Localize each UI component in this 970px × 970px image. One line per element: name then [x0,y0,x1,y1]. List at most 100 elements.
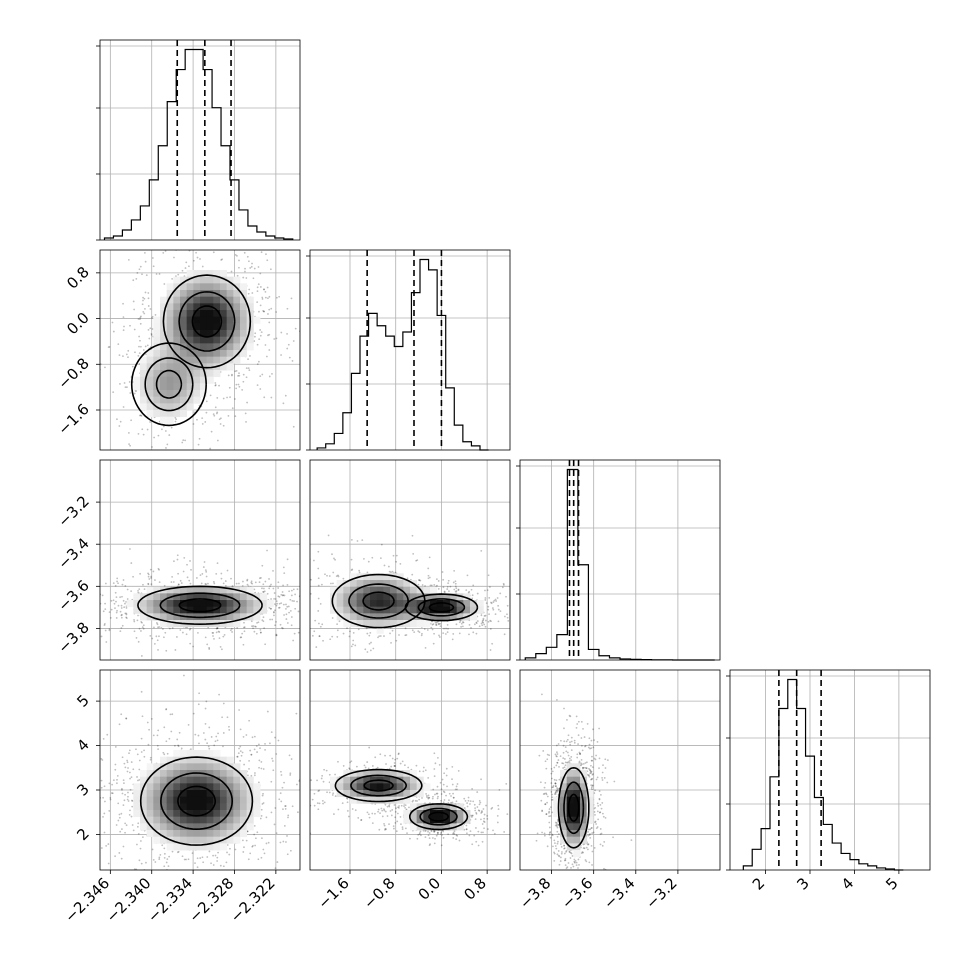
scatter-point [259,388,262,390]
scatter-point [177,583,180,586]
scatter-point [280,602,283,605]
density-cell [206,763,214,771]
density-cell [410,586,418,594]
scatter-point [235,582,238,585]
scatter-point [215,735,218,738]
density-cell [166,410,174,418]
scatter-point [215,246,217,248]
scatter-point [295,606,297,608]
scatter-point [165,708,168,710]
density-cell [180,776,188,784]
density-cell [213,343,221,351]
scatter-point [137,318,140,320]
scatter-point [140,862,143,865]
scatter-point [258,577,261,580]
scatter-point [310,592,312,595]
scatter-point [261,803,264,805]
density-cell [213,763,221,771]
scatter-point [318,622,320,625]
scatter-point [401,760,404,763]
scatter-point [144,291,147,294]
density-cell [246,296,254,304]
scatter-point [141,836,144,838]
scatter-point [248,719,251,722]
scatter-point [132,279,135,282]
scatter-point [468,590,471,593]
scatter-point [208,646,211,649]
scatter-point [135,748,137,751]
scatter-point [112,330,115,333]
scatter-point [225,861,228,864]
scatter-point [473,834,476,837]
scatter-point [301,603,303,605]
scatter-point [103,812,106,815]
scatter-point [84,603,86,605]
density-cell [180,410,188,418]
scatter-point [245,421,247,423]
scatter-point [205,583,208,586]
density-cell [160,330,168,338]
scatter-point [275,337,278,340]
scatter-point [271,760,274,762]
density-cell [246,783,254,791]
scatter-point [280,593,283,596]
density-cell [186,276,194,284]
density-cell [200,276,208,284]
density-cell [173,613,181,621]
scatter-point [274,609,276,612]
scatter-point [122,804,125,807]
scatter-point [214,492,216,494]
scatter-point [274,736,276,739]
scatter-point [318,802,321,805]
scatter-point [292,425,295,428]
density-cell [220,796,228,804]
density-cell [160,756,168,764]
scatter-point [151,637,154,640]
scatter-point [366,632,369,635]
scatter-point [487,608,490,611]
scatter-point [482,820,485,823]
scatter-point [394,822,397,824]
density-cell [383,600,391,608]
density-cell [383,586,391,594]
scatter-point [260,331,263,334]
scatter-point [250,774,253,777]
scatter-point [204,421,207,423]
density-cell [166,783,174,791]
scatter-point [204,722,207,725]
scatter-point [182,439,185,442]
density-cell [166,606,174,614]
contour-0-0 [428,602,455,613]
scatter-point [122,329,125,332]
scatter-point [469,800,472,802]
scatter-point [247,358,249,361]
scatter-point [261,837,263,840]
scatter-point [126,770,129,773]
scatter-point [170,426,173,429]
scatter-point [104,608,107,611]
scatter-point [273,592,276,594]
density-cell [186,303,194,311]
scatter-point [262,310,264,312]
density-cell [180,376,188,384]
scatter-point [281,626,283,629]
scatter-point [118,425,121,427]
density-cell [186,776,194,784]
scatter-point [173,256,175,259]
density-cell [206,330,214,338]
scatter-point [327,793,329,795]
scatter-point [358,571,361,574]
scatter-point [312,601,314,603]
scatter-point [172,581,175,583]
scatter-point [379,635,382,637]
scatter-point [242,373,245,376]
scatter-point [448,590,450,593]
density-cell [193,830,201,838]
scatter-point [263,396,266,399]
scatter-point [264,290,267,293]
scatter-point [334,558,336,561]
density-cell [226,776,234,784]
scatter-point [457,588,460,591]
scatter-point [226,844,229,846]
scatter-point [220,577,223,580]
